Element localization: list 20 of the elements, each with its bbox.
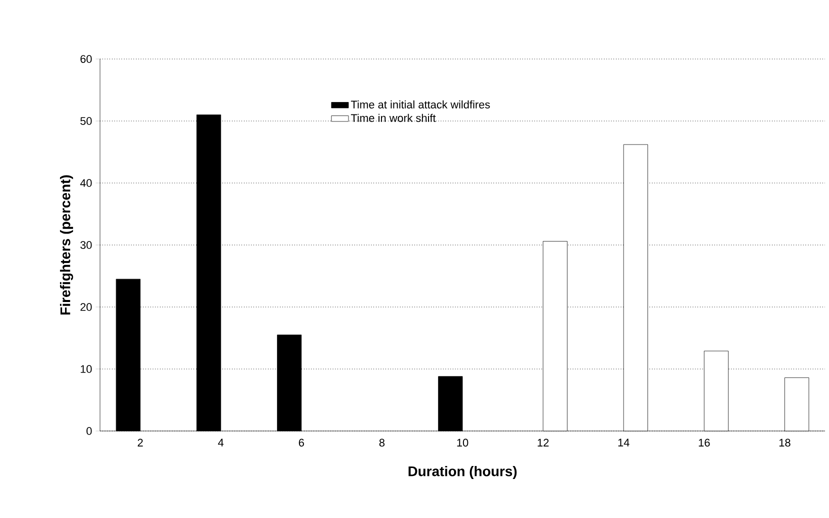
- x-tick-label: 12: [538, 438, 549, 446]
- x-tick-label: 14: [618, 438, 630, 446]
- y-tick-label: 60: [80, 55, 92, 63]
- y-axis-title: Firefighters (percent): [60, 175, 74, 314]
- y-tick-label: 20: [80, 303, 92, 311]
- y-tick-label: 40: [80, 179, 92, 187]
- y-tick-label: 50: [80, 117, 92, 125]
- x-tick-label: 10: [457, 438, 468, 447]
- y-tick-label: 10: [80, 365, 92, 373]
- x-tick-label: 2: [138, 438, 143, 446]
- x-axis-title: Duration (hours): [408, 466, 517, 480]
- legend-label: Time at initial attack wildfires: [350, 100, 490, 108]
- x-tick-label: 8: [379, 438, 385, 447]
- x-tick-label: 4: [218, 438, 224, 446]
- x-tick-label: 18: [779, 438, 790, 447]
- y-tick-label: 30: [80, 241, 92, 249]
- x-tick-label: 16: [698, 438, 710, 447]
- legend-label: Time in work shift: [350, 114, 436, 122]
- y-tick-label: 0: [86, 427, 92, 435]
- x-tick-label: 6: [298, 438, 304, 447]
